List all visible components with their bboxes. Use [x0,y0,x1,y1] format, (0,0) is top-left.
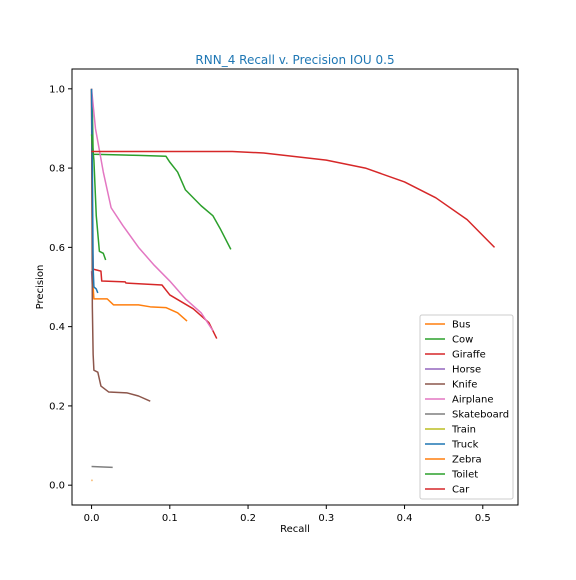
y-axis: 0.0 0.2 0.4 0.6 0.8 1.0 [49,84,72,492]
legend-label-knife: Knife [452,380,477,391]
legend-label-airplane: Airplane [452,395,493,406]
y-axis-label: Precision [35,265,46,310]
x-axis-label: Recall [280,524,310,535]
legend-label-bus: Bus [452,320,470,331]
series-line-airplane [90,88,214,332]
x-tick-label: 0.2 [240,513,256,524]
plot-frame [71,68,519,506]
y-tick-label: 0.0 [49,481,65,492]
y-tick-label: 0.2 [49,401,65,412]
y-tick-label: 0.8 [49,164,65,175]
legend-label-skateboard: Skateboard [452,410,509,421]
legend-label-cow: Cow [452,335,473,346]
legend: Bus Cow Giraffe Horse Knife Airplane Skateboar… [419,314,514,500]
x-tick-label: 0.0 [84,513,100,524]
legend-label-horse: Horse [452,365,481,376]
series-line-knife [90,88,151,402]
legend-box [419,314,514,500]
series-line-toilet [90,134,107,261]
y-tick-label: 0.4 [49,322,65,333]
x-axis: 0.0 0.1 0.2 0.3 0.4 0.5 [84,505,491,524]
y-tick-label: 1.0 [49,84,65,95]
chart-title: RNN_4 Recall v. Precision IOU 0.5 [195,53,394,67]
legend-label-toilet: Toilet [451,470,478,481]
series-line-skateboard [91,465,113,469]
x-tick-label: 0.5 [475,513,491,524]
series-line-car [91,150,496,248]
x-tick-label: 0.3 [318,513,334,524]
legend-label-truck: Truck [451,440,479,451]
legend-label-giraffe: Giraffe [452,350,486,361]
x-tick-label: 0.4 [397,513,413,524]
y-tick-label: 0.6 [49,243,65,254]
x-tick-label: 0.1 [162,513,178,524]
legend-label-car: Car [452,485,470,496]
legend-label-zebra: Zebra [452,455,482,466]
series-line-truck [90,88,99,294]
plot-area [71,68,519,506]
legend-label-train: Train [451,425,476,436]
series-layer [90,88,496,482]
